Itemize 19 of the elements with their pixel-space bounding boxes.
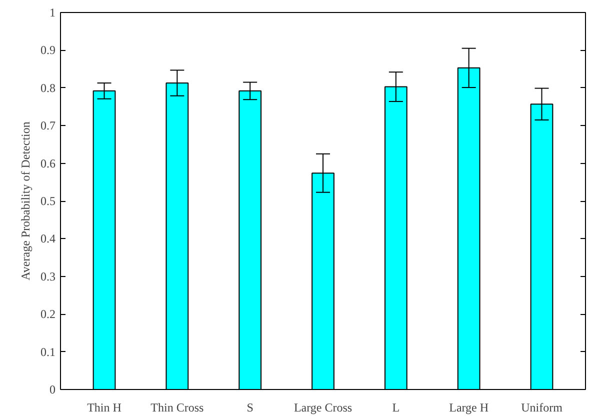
x-tick-label: Thin H — [87, 400, 122, 414]
y-tick-label: 0.3 — [40, 269, 56, 284]
y-tick-label: 0.5 — [40, 194, 56, 208]
y-tick-label: 0 — [50, 382, 56, 396]
x-tick-label: Thin Cross — [150, 400, 204, 414]
x-tick-label: Large Cross — [294, 400, 352, 414]
x-tick-label: S — [246, 400, 254, 414]
y-tick-label: 0.7 — [40, 118, 56, 133]
x-tick-label: Large H — [449, 400, 489, 414]
y-tick-label: 0.4 — [40, 232, 56, 246]
x-tick-label: L — [392, 400, 400, 414]
y-tick-label: 0.8 — [40, 80, 56, 95]
y-tick-label: 1 — [50, 6, 56, 20]
y-axis-title: Average Probability of Detection — [18, 122, 32, 280]
x-tick-label: Uniform — [521, 400, 564, 414]
y-tick-label: 0.1 — [40, 344, 56, 359]
y-tick-label: 0.6 — [40, 156, 56, 170]
y-tick-label: 0.9 — [40, 43, 56, 58]
y-tick-label: 0.2 — [40, 307, 56, 322]
